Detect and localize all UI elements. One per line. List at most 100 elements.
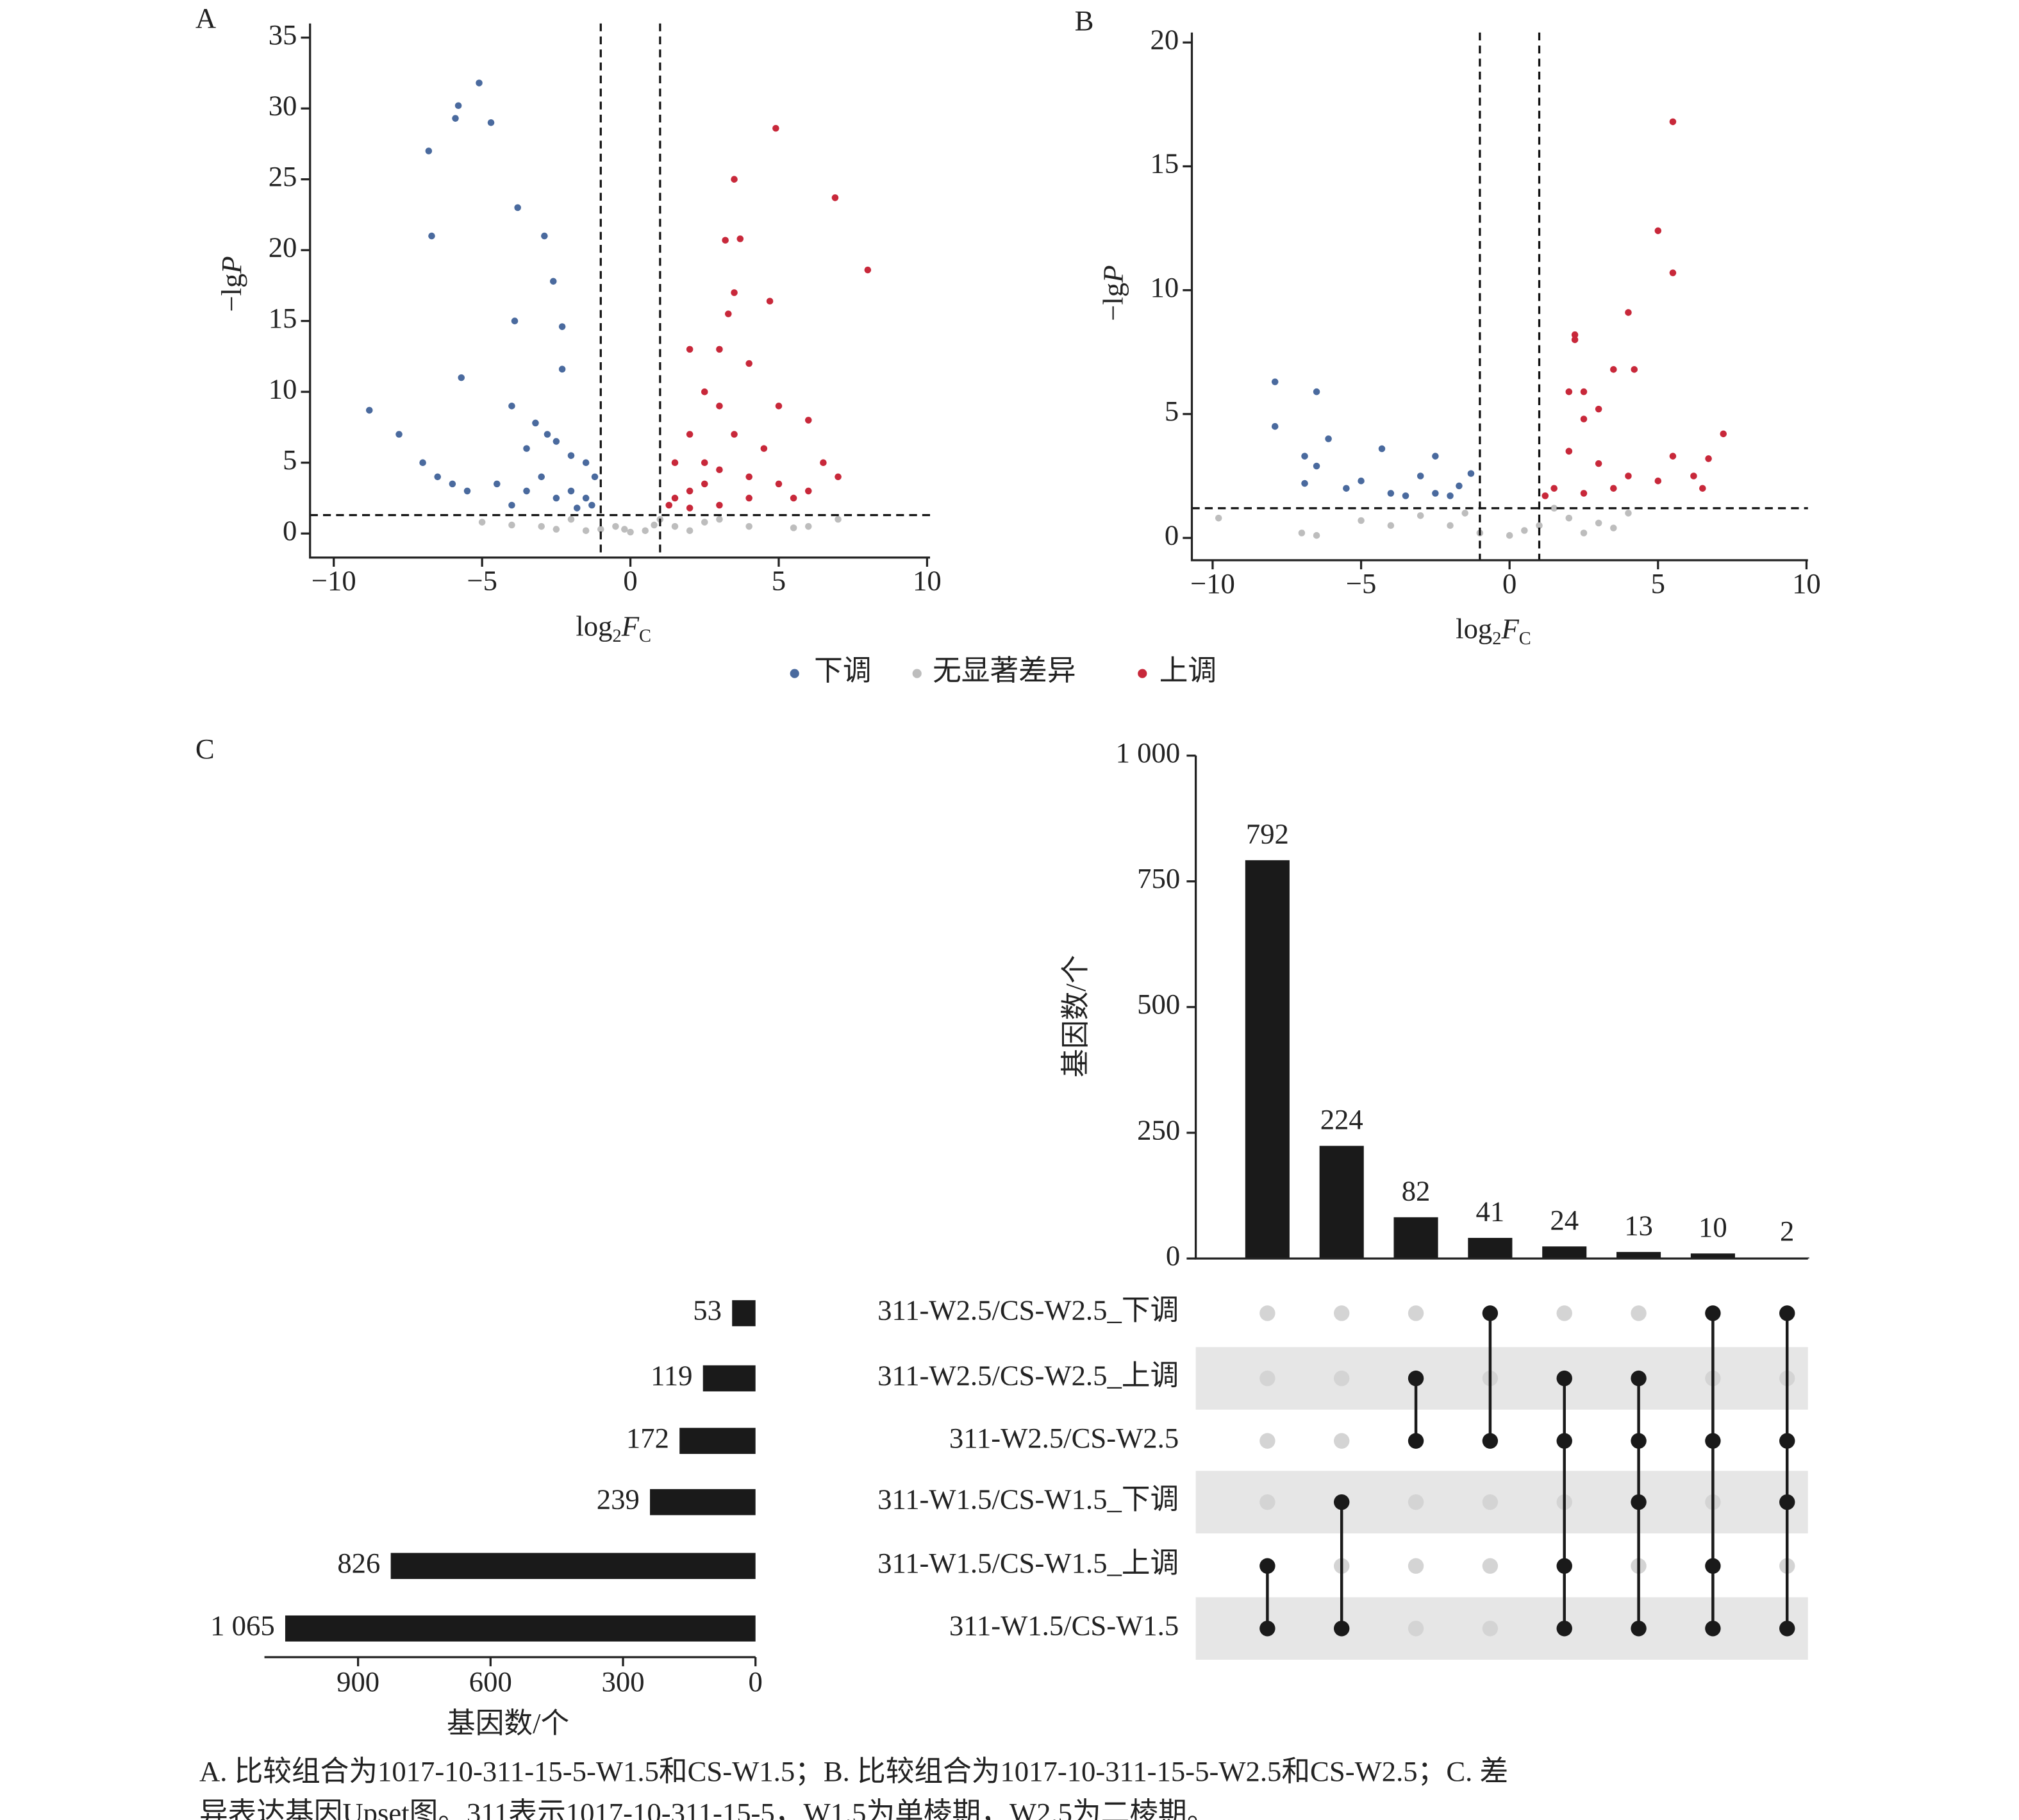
point (1432, 490, 1439, 497)
point (766, 297, 774, 305)
y-axis-label-part: −lg (1097, 283, 1129, 321)
point (463, 487, 471, 495)
bar-value-label: 224 (1320, 1103, 1363, 1135)
point (567, 452, 575, 459)
point (1521, 527, 1528, 534)
bar-value-label: 41 (1476, 1196, 1505, 1228)
point (716, 515, 723, 523)
x-axis-label: log2FC (1456, 613, 1531, 648)
point (745, 360, 752, 367)
point (1571, 336, 1579, 344)
panel-label: A (195, 2, 216, 34)
set-label: 311-W2.5/CS-W2.5_上调 (877, 1359, 1179, 1391)
matrix-dot-empty (1482, 1558, 1499, 1574)
point (567, 515, 575, 523)
y-tick-label: 15 (1151, 147, 1179, 179)
point (1669, 453, 1677, 460)
x-tick-label: 0 (1502, 567, 1516, 599)
matrix-dot (1631, 1370, 1647, 1387)
y-tick-label: 20 (269, 231, 297, 263)
y-axis-label-part: P (1097, 265, 1129, 283)
matrix-dot (1631, 1494, 1647, 1510)
x-axis-label-part: 2 (1492, 628, 1501, 648)
point (1610, 485, 1617, 492)
point (538, 522, 545, 530)
x-tick-label: 5 (772, 565, 786, 597)
point (1580, 388, 1588, 396)
point (558, 365, 566, 373)
point (582, 527, 590, 535)
matrix-dot (1779, 1305, 1795, 1321)
point (820, 459, 827, 466)
matrix-dot (1556, 1621, 1572, 1637)
point (835, 473, 842, 481)
matrix-dot (1556, 1558, 1572, 1574)
y-axis-label: 基因数/个 (1059, 955, 1092, 1078)
point (804, 522, 812, 530)
point (508, 403, 515, 410)
point (804, 487, 812, 495)
y-tick-label: 30 (269, 89, 297, 121)
x-tick-label: −5 (1346, 567, 1377, 599)
point (523, 487, 530, 495)
matrix-dot (1408, 1370, 1424, 1387)
x-axis-label-part: F (621, 610, 640, 642)
point (588, 501, 595, 509)
matrix-dot (1408, 1433, 1424, 1449)
point (686, 431, 694, 438)
point (1358, 477, 1365, 485)
point (775, 403, 783, 410)
point (736, 235, 744, 242)
point (494, 480, 501, 488)
point (1541, 492, 1549, 499)
point (544, 431, 551, 438)
x-axis-label: log2FC (576, 610, 651, 646)
matrix-dot-empty (1556, 1305, 1572, 1321)
matrix-dot-empty (1408, 1494, 1424, 1510)
legend-label: 上调 (1159, 655, 1217, 687)
axis-frame (1190, 32, 1808, 562)
matrix-dot (1631, 1433, 1647, 1449)
x-tick-label: 0 (749, 1666, 763, 1698)
x-tick-label: 5 (1651, 567, 1665, 599)
matrix-dot (1705, 1305, 1721, 1321)
set-value-label: 53 (693, 1294, 722, 1326)
caption-line: A. 比较组合为1017-10-311-15-5-W1.5和CS-W1.5；B.… (199, 1755, 1508, 1787)
point (434, 473, 442, 481)
point (725, 310, 732, 317)
point (1215, 514, 1222, 522)
point (1580, 490, 1588, 497)
matrix-dot (1779, 1621, 1795, 1637)
point (775, 480, 783, 488)
point (772, 124, 779, 132)
bar (1319, 1146, 1364, 1259)
point (671, 522, 679, 530)
point (686, 527, 694, 535)
point (1580, 530, 1588, 537)
x-axis-label-part: F (1500, 613, 1519, 645)
matrix-dot (1631, 1621, 1647, 1637)
bar-value-label: 13 (1624, 1210, 1653, 1242)
x-tick-label: 10 (1792, 567, 1821, 599)
x-tick-label: 0 (623, 565, 637, 597)
matrix-dot-empty (1259, 1433, 1275, 1449)
point (365, 406, 373, 414)
point (627, 528, 634, 536)
point (621, 526, 628, 533)
matrix-dot (1334, 1621, 1350, 1637)
point (597, 526, 604, 533)
point (686, 487, 694, 495)
point (1595, 519, 1602, 527)
point (549, 278, 557, 285)
matrix-dot-empty (1334, 1305, 1350, 1321)
point (686, 346, 694, 353)
point (1699, 485, 1706, 492)
matrix-dot (1705, 1433, 1721, 1449)
point (1343, 485, 1350, 492)
point (511, 317, 519, 324)
point (1313, 388, 1320, 396)
point (1654, 477, 1662, 485)
y-axis-label-part: P (215, 256, 247, 274)
point (716, 346, 723, 353)
point (745, 494, 752, 502)
